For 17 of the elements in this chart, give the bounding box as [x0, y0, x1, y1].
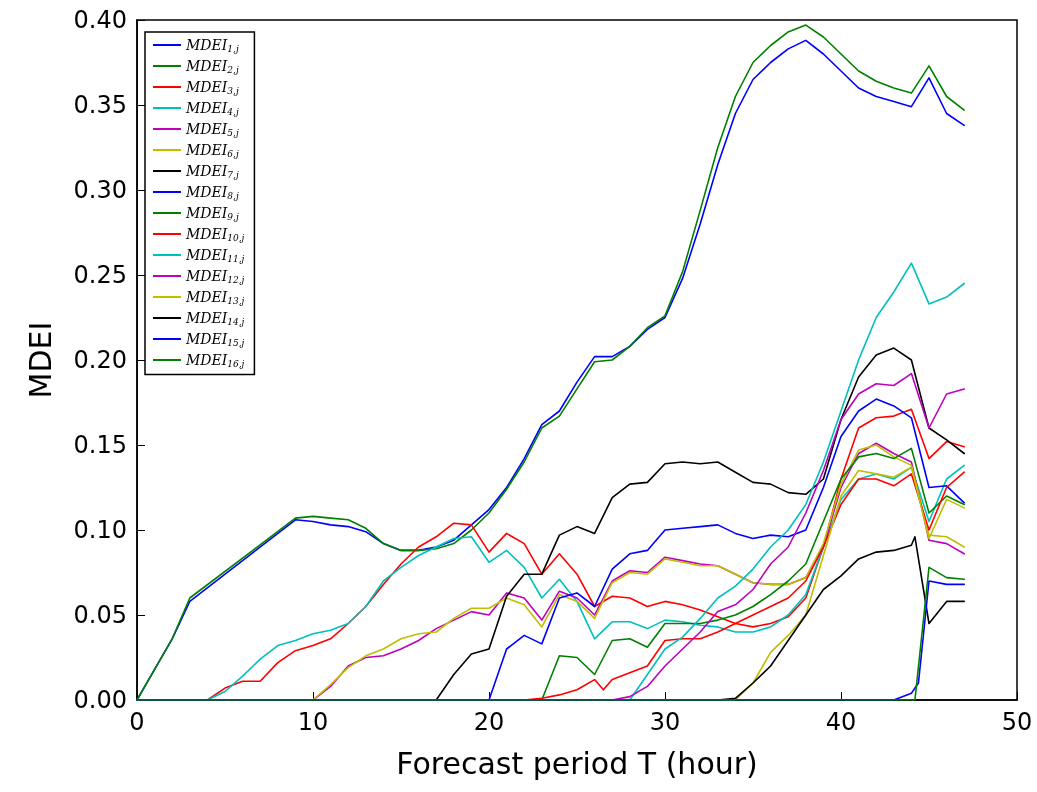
x-tick-label: 10 — [297, 708, 329, 736]
x-tick-label: 20 — [473, 708, 505, 736]
x-tick-label: 40 — [825, 708, 857, 736]
y-axis-title: MDEI — [22, 321, 58, 399]
y-tick-label: 0.00 — [73, 686, 127, 714]
y-tick-label: 0.20 — [73, 346, 127, 374]
y-tick-label: 0.10 — [73, 516, 127, 544]
y-tick-label: 0.30 — [73, 176, 127, 204]
x-tick-label: 30 — [649, 708, 681, 736]
y-tick-label: 0.15 — [73, 431, 127, 459]
y-tick-label: 0.25 — [73, 261, 127, 289]
x-tick-label: 0 — [129, 708, 145, 736]
x-tick-label: 50 — [1001, 708, 1033, 736]
y-tick-label: 0.05 — [73, 601, 127, 629]
y-tick-label: 0.35 — [73, 91, 127, 119]
y-tick-label: 0.40 — [73, 6, 127, 34]
x-axis-title: Forecast period T (hour) — [396, 745, 758, 781]
